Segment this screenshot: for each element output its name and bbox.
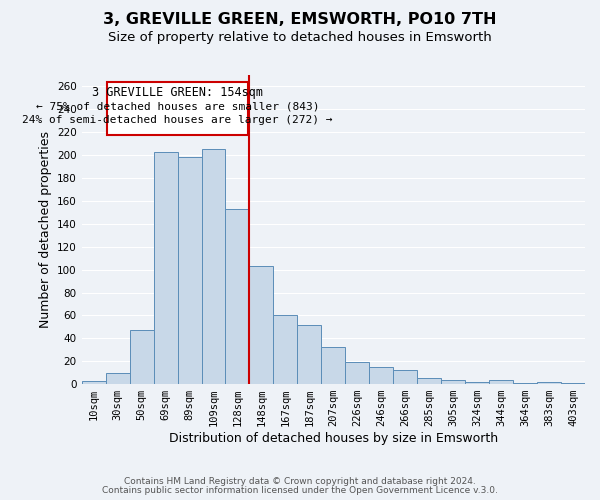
Text: 3 GREVILLE GREEN: 154sqm: 3 GREVILLE GREEN: 154sqm: [92, 86, 263, 100]
Bar: [346, 362, 369, 384]
Bar: [250, 266, 274, 384]
Bar: [154, 152, 178, 384]
Bar: [417, 378, 441, 384]
Bar: [489, 380, 513, 384]
Bar: [274, 316, 298, 384]
Bar: [537, 382, 561, 384]
Text: 24% of semi-detached houses are larger (272) →: 24% of semi-detached houses are larger (…: [22, 115, 333, 125]
FancyBboxPatch shape: [107, 82, 248, 134]
Bar: [130, 330, 154, 384]
Bar: [298, 324, 322, 384]
Bar: [465, 382, 489, 384]
Bar: [106, 372, 130, 384]
Text: Contains public sector information licensed under the Open Government Licence v.: Contains public sector information licen…: [102, 486, 498, 495]
Text: Size of property relative to detached houses in Emsworth: Size of property relative to detached ho…: [108, 31, 492, 44]
X-axis label: Distribution of detached houses by size in Emsworth: Distribution of detached houses by size …: [169, 432, 498, 445]
Bar: [82, 380, 106, 384]
Text: 3, GREVILLE GREEN, EMSWORTH, PO10 7TH: 3, GREVILLE GREEN, EMSWORTH, PO10 7TH: [103, 12, 497, 28]
Text: Contains HM Land Registry data © Crown copyright and database right 2024.: Contains HM Land Registry data © Crown c…: [124, 477, 476, 486]
Bar: [561, 383, 585, 384]
Text: ← 75% of detached houses are smaller (843): ← 75% of detached houses are smaller (84…: [36, 102, 319, 112]
Bar: [322, 348, 346, 384]
Bar: [369, 367, 393, 384]
Bar: [226, 209, 250, 384]
Bar: [202, 150, 226, 384]
Bar: [513, 383, 537, 384]
Bar: [441, 380, 465, 384]
Bar: [393, 370, 417, 384]
Y-axis label: Number of detached properties: Number of detached properties: [38, 131, 52, 328]
Bar: [178, 158, 202, 384]
